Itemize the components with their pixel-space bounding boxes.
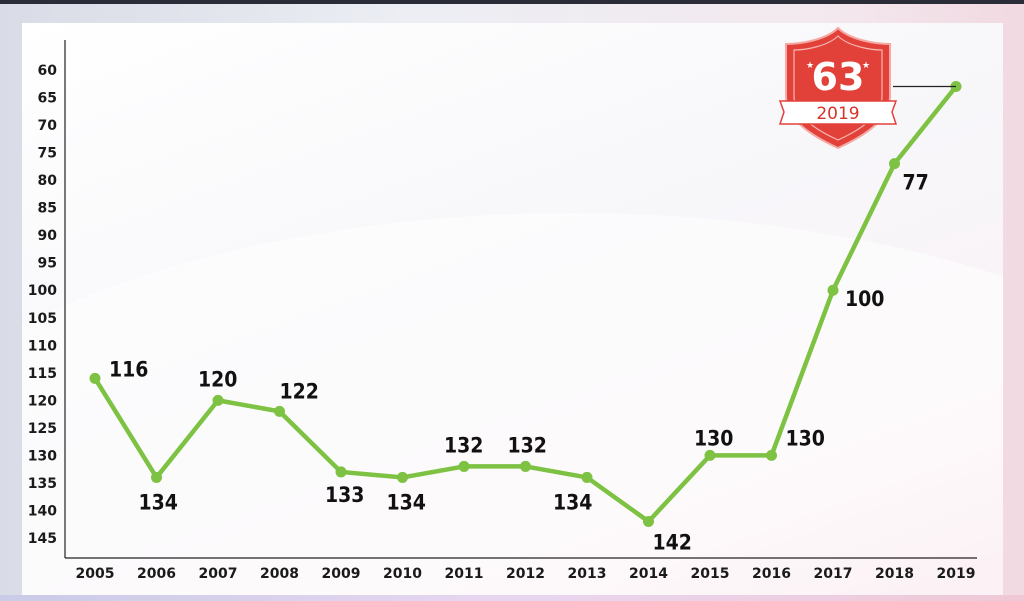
y-tick-label: 120 <box>28 393 57 409</box>
y-axis-ticks: 60 65 70 75 80 85 90 95 100 105 110 115 120 125 130 135… <box>28 63 57 547</box>
y-tick-label: 130 <box>28 448 57 464</box>
data-point <box>581 471 593 483</box>
badge-value: 63 <box>812 55 865 99</box>
y-tick-label: 135 <box>28 476 57 492</box>
data-point <box>458 460 470 472</box>
data-label: 132 <box>508 433 547 457</box>
rank-badge: ★ ★ 63 2019 <box>778 26 956 150</box>
data-label: 142 <box>653 530 692 554</box>
x-tick-label: 2005 <box>76 566 115 582</box>
data-point <box>520 460 531 472</box>
y-tick-label: 65 <box>38 91 57 107</box>
x-tick-label: 2011 <box>445 566 484 582</box>
shield-inner-outline <box>793 35 883 141</box>
x-tick-label: 2013 <box>568 566 607 582</box>
data-label: 77 <box>903 171 929 195</box>
data-label: 134 <box>139 490 178 514</box>
data-label: 130 <box>786 426 825 450</box>
data-point <box>827 284 839 296</box>
y-tick-label: 95 <box>38 256 57 272</box>
y-tick-label: 140 <box>28 503 57 519</box>
ribbon-banner <box>778 100 898 125</box>
data-label: 130 <box>694 426 733 450</box>
data-label: 100 <box>845 287 884 311</box>
data-label: 120 <box>198 367 237 391</box>
y-tick-label: 90 <box>38 228 58 244</box>
data-point <box>89 372 101 384</box>
x-tick-label: 2009 <box>322 566 361 582</box>
y-tick-label: 85 <box>38 201 57 217</box>
y-tick-label: 105 <box>28 311 57 327</box>
x-tick-label: 2008 <box>260 566 299 582</box>
data-point <box>335 466 347 478</box>
data-point <box>643 515 654 527</box>
badge-star-right: ★ <box>862 61 870 71</box>
data-label: 134 <box>553 490 592 514</box>
y-tick-label: 125 <box>28 421 57 437</box>
x-tick-label: 2019 <box>937 566 976 582</box>
y-tick-label: 60 <box>38 63 58 79</box>
y-tick-label: 115 <box>28 366 57 382</box>
x-tick-label: 2010 <box>383 566 422 582</box>
data-label: 132 <box>444 433 483 457</box>
data-point <box>889 158 900 170</box>
y-tick-label: 80 <box>38 173 58 189</box>
data-label: 134 <box>387 490 426 514</box>
badge-year: 2019 <box>816 104 859 124</box>
data-labels: 116 134 120 122 133 134 132 132 134 142 130 130 100 7… <box>109 171 929 555</box>
bottom-glow <box>0 595 1024 601</box>
y-tick-label: 70 <box>38 118 58 134</box>
x-tick-label: 2007 <box>199 566 238 582</box>
x-tick-label: 2018 <box>875 566 914 582</box>
x-tick-label: 2012 <box>506 566 545 582</box>
y-tick-label: 110 <box>28 338 57 354</box>
x-tick-label: 2014 <box>629 566 668 582</box>
top-bar <box>0 0 1024 4</box>
y-tick-label: 145 <box>28 531 57 547</box>
chart-axes <box>64 40 977 559</box>
data-point <box>274 405 285 417</box>
data-point <box>151 471 162 483</box>
y-tick-label: 75 <box>38 146 57 162</box>
x-tick-label: 2017 <box>814 566 853 582</box>
data-point <box>766 449 777 461</box>
data-label: 116 <box>109 357 148 381</box>
data-point <box>704 449 716 461</box>
x-tick-label: 2006 <box>137 566 176 582</box>
data-points <box>89 81 962 527</box>
y-tick-label: 100 <box>28 283 57 299</box>
data-point <box>212 394 224 406</box>
x-tick-label: 2016 <box>752 566 791 582</box>
data-label: 133 <box>325 483 364 507</box>
data-label: 122 <box>280 379 319 403</box>
data-point <box>397 471 408 483</box>
x-tick-label: 2015 <box>691 566 730 582</box>
badge-star-left: ★ <box>806 61 814 71</box>
x-axis-ticks: 2005 2006 2007 2008 2009 2010 2011 2012 2013 2014… <box>76 566 976 582</box>
